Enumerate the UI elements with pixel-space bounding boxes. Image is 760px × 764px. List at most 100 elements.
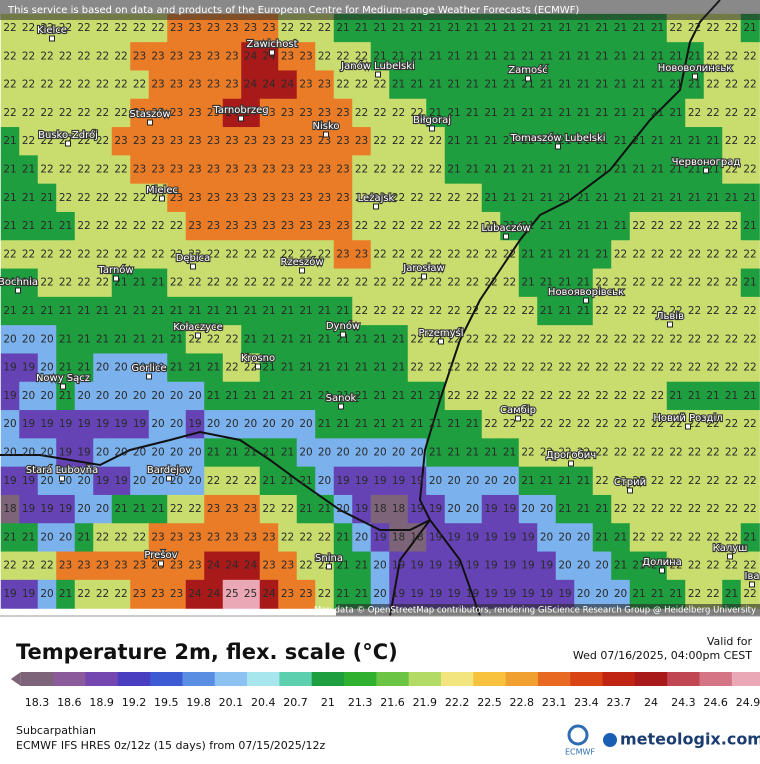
temp-value: 23 <box>299 107 312 119</box>
temp-cell <box>666 13 686 43</box>
temp-value: 22 <box>392 164 405 176</box>
temp-value: 19 <box>22 418 35 430</box>
temp-value: 20 <box>188 390 201 402</box>
temp-value: 22 <box>447 333 460 345</box>
temp-value: 22 <box>355 220 368 232</box>
temp-cell <box>315 466 335 496</box>
temp-cell <box>74 240 94 270</box>
temp-value: 19 <box>77 447 90 459</box>
temp-value: 22 <box>706 220 719 232</box>
temp-cell <box>56 296 76 326</box>
temp-value: 23 <box>281 107 294 119</box>
temp-cell <box>259 296 279 326</box>
temp-cell <box>703 579 723 609</box>
temp-cell <box>333 127 353 156</box>
temp-cell <box>407 438 427 468</box>
temp-value: 21 <box>651 164 664 176</box>
city-label: Tomaszów Lubelski <box>509 132 605 144</box>
scale-tick-label: 24 <box>644 696 658 709</box>
temp-cell <box>167 381 187 411</box>
temp-cell <box>666 211 686 241</box>
temp-value: 24 <box>225 560 239 572</box>
temp-value: 22 <box>651 475 664 487</box>
attribution-band <box>336 604 760 616</box>
temp-cell <box>0 70 20 100</box>
model-run: ECMWF IFS HRES 0z/12z (15 days) from 07/… <box>16 739 326 752</box>
temp-value: 21 <box>133 503 146 515</box>
temp-value: 22 <box>40 248 53 260</box>
temp-value: 23 <box>281 220 294 232</box>
temp-value: 22 <box>392 277 405 289</box>
temp-value: 21 <box>614 135 627 147</box>
temp-cell <box>389 353 409 383</box>
temp-cell <box>537 127 557 156</box>
temp-value: 19 <box>447 560 460 572</box>
temp-value: 22 <box>22 560 35 572</box>
temp-cell <box>148 325 168 355</box>
temp-value: 23 <box>59 560 72 572</box>
temp-cell <box>93 13 113 43</box>
temp-value: 21 <box>466 447 479 459</box>
temp-cell <box>148 579 168 609</box>
temp-cell <box>148 13 168 43</box>
temp-cell <box>352 551 372 581</box>
temp-cell <box>148 410 168 439</box>
temp-cell <box>555 494 575 524</box>
temp-cell <box>0 466 20 496</box>
city-dot <box>158 560 164 567</box>
temp-value: 22 <box>373 107 386 119</box>
temp-cell <box>426 13 446 43</box>
temp-value: 21 <box>96 333 109 345</box>
temp-cell <box>537 211 557 241</box>
city-dot <box>255 363 261 370</box>
temp-cell <box>574 410 594 439</box>
temp-cell <box>56 494 76 524</box>
temp-cell <box>167 551 187 581</box>
temp-value: 22 <box>688 22 701 34</box>
temp-cell <box>574 211 594 241</box>
temp-value: 22 <box>521 418 534 430</box>
temp-cell <box>259 325 279 355</box>
temp-value: 22 <box>743 560 756 572</box>
temp-value: 22 <box>743 50 756 62</box>
temp-cell <box>93 438 113 468</box>
temp-value: 22 <box>706 503 719 515</box>
temp-cell <box>685 268 705 298</box>
temp-value: 21 <box>59 333 72 345</box>
temp-cell <box>444 494 464 524</box>
temp-value: 19 <box>133 418 146 430</box>
temp-cell <box>74 494 94 524</box>
temp-cell <box>352 211 372 241</box>
temp-cell <box>370 268 390 298</box>
temp-cell <box>93 551 113 581</box>
temp-value: 22 <box>521 447 534 459</box>
temp-cell <box>703 523 723 553</box>
temp-cell <box>204 183 224 213</box>
temp-cell <box>130 381 150 411</box>
temp-value: 23 <box>336 248 349 260</box>
temp-cell <box>0 127 20 156</box>
temp-value: 21 <box>299 475 312 487</box>
temp-value: 22 <box>725 305 738 317</box>
temp-cell <box>148 240 168 270</box>
temp-value: 21 <box>207 305 220 317</box>
temp-value: 20 <box>170 390 183 402</box>
temp-cell <box>611 579 631 609</box>
temp-value: 21 <box>688 192 701 204</box>
temp-value: 22 <box>318 22 331 34</box>
temp-cell <box>278 240 298 270</box>
temp-cell <box>629 70 649 100</box>
temp-cell <box>592 494 612 524</box>
temp-value: 22 <box>725 135 738 147</box>
temp-cell <box>463 523 483 553</box>
brand[interactable]: meteologix.com <box>620 730 760 749</box>
temp-cell <box>740 494 760 524</box>
temp-cell <box>537 551 557 581</box>
temp-value: 22 <box>725 447 738 459</box>
temp-cell <box>500 523 520 553</box>
temp-value: 21 <box>558 79 571 91</box>
city-dot <box>60 383 66 390</box>
temp-cell <box>111 42 131 72</box>
temp-value: 22 <box>77 107 90 119</box>
temp-cell <box>574 127 594 156</box>
